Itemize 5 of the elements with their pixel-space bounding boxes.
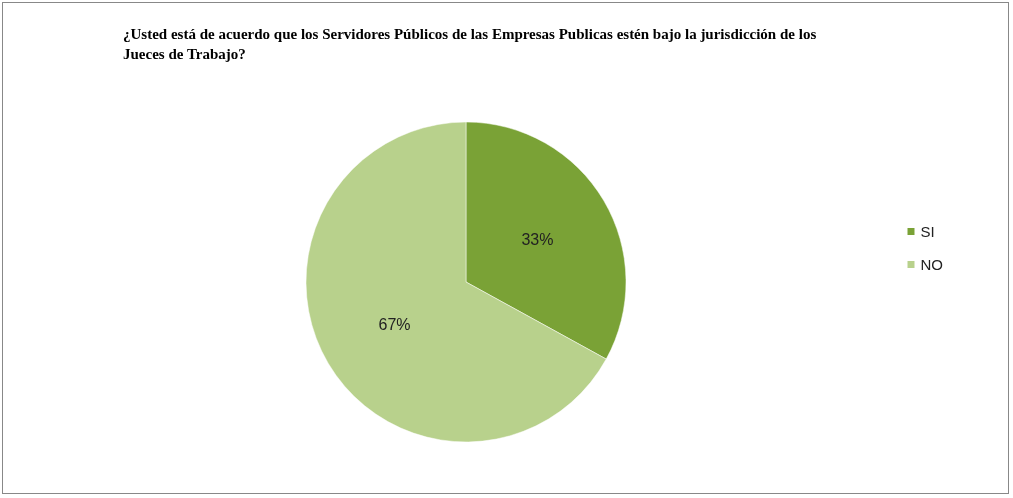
legend-label: NO (920, 256, 943, 273)
legend-label: SI (920, 223, 935, 240)
data-label: 67% (378, 315, 411, 333)
chart-title: ¿Usted está de acuerdo que los Servidores Públicos de las Empresas Publicas estén bajo la jurisdicción de los Jueces de Trabajo? (123, 26, 820, 62)
data-label: 33% (521, 231, 554, 249)
